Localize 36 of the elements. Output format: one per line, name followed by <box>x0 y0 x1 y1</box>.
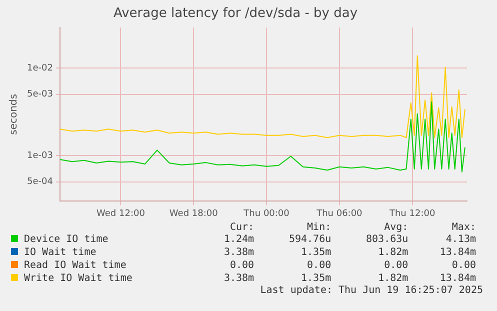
text: 1.35m <box>300 246 332 259</box>
x-tick-label: Thu 00:00 <box>242 208 290 219</box>
x-tick-label: Thu 12:00 <box>388 208 436 219</box>
text: 0.00 <box>306 259 332 272</box>
text: Avg: <box>383 222 410 233</box>
legend-label: Read IO Wait time <box>24 260 126 271</box>
legend-label: Device IO time <box>24 234 108 245</box>
legend-label: IO Wait time <box>24 247 96 258</box>
text: 3.38m <box>222 272 256 285</box>
text: Cur: <box>228 222 256 233</box>
x-tick-label: Wed 18:00 <box>169 208 218 219</box>
text: 4.13m <box>444 233 477 246</box>
y-tick-label: 1e-02 <box>26 63 53 74</box>
chart-title: Average latency for /dev/sda - by day <box>113 6 358 22</box>
y-tick-label: 1e-03 <box>26 150 53 161</box>
text: 594.76u <box>288 233 332 246</box>
text: 1.82m <box>377 246 410 259</box>
text: Max: <box>450 222 477 233</box>
text: 0.00 <box>450 259 477 272</box>
text: 1.82m <box>377 272 410 285</box>
text: 1.35m <box>300 272 332 285</box>
text: 0.00 <box>228 259 256 272</box>
text: 13.84m <box>438 246 477 259</box>
text: 1.24m <box>222 233 256 246</box>
text: 803.63u <box>365 233 410 246</box>
text: Min: <box>306 222 332 233</box>
x-tick-label: Wed 12:00 <box>96 208 146 219</box>
y-axis-title: seconds <box>8 94 20 135</box>
y-tick-label: 5e-03 <box>26 90 53 100</box>
text: 0.00 <box>383 259 410 272</box>
legend-label: Write IO Wait time <box>24 273 132 284</box>
text: 13.84m <box>438 272 477 285</box>
x-tick-label: Thu 06:00 <box>316 208 363 219</box>
text: 3.38m <box>222 246 256 259</box>
text: Last update: Thu Jun 19 16:25:07 2025 <box>259 285 484 296</box>
y-tick-label: 5e-04 <box>26 177 54 188</box>
